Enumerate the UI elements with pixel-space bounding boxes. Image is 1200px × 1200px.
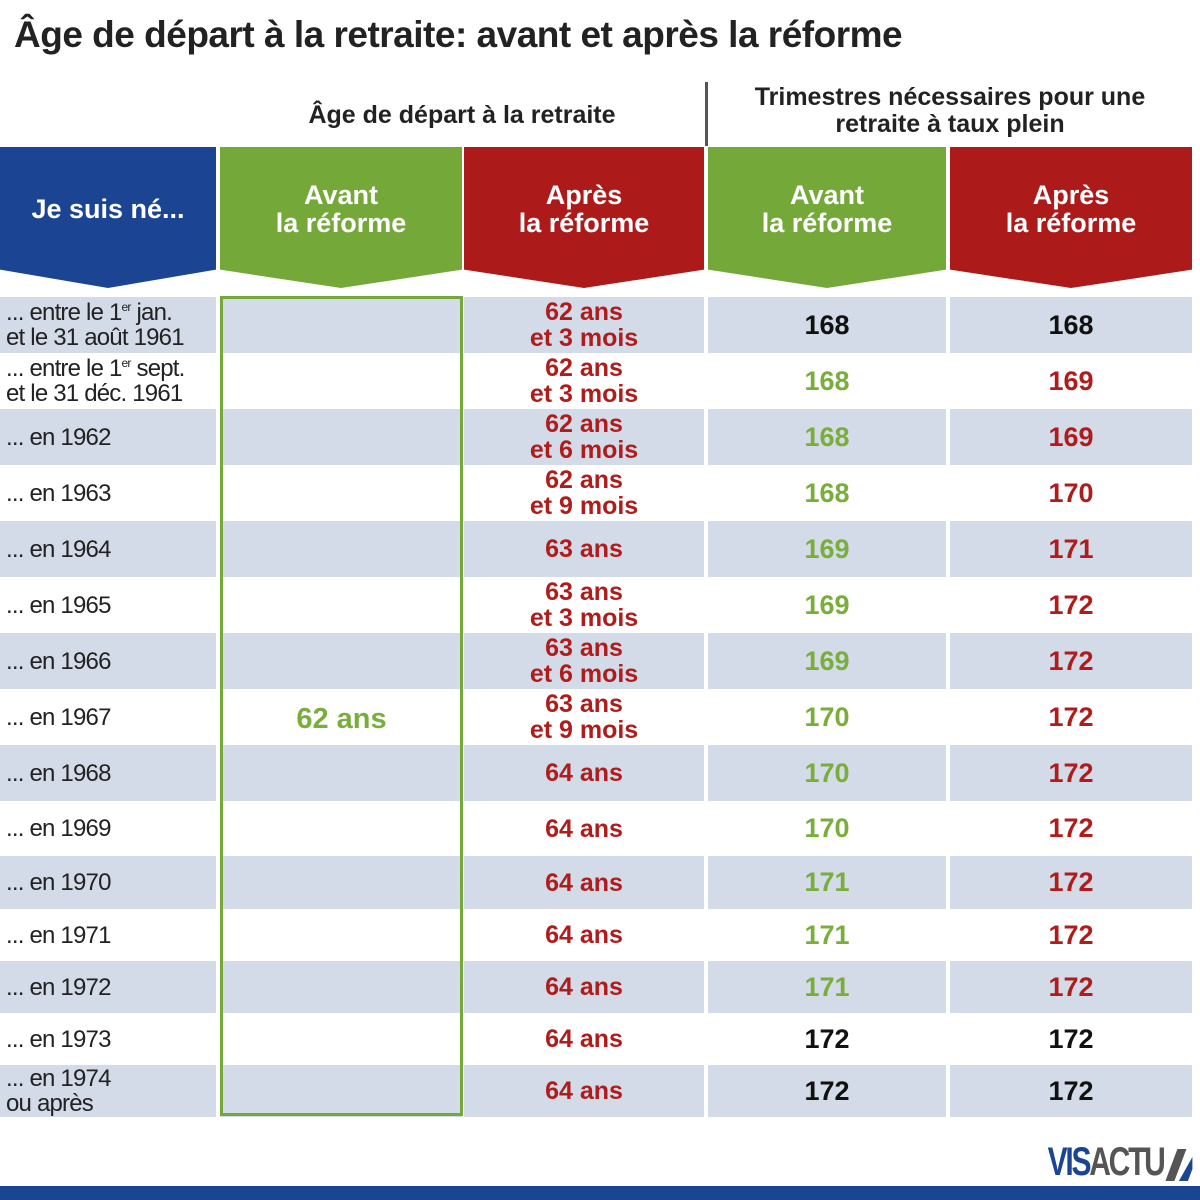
trimestres-before-cell: 168 (804, 477, 850, 508)
table-row: ... en 1963 62 ans et 9 mois 168 170 (0, 465, 1200, 521)
age-before-cell (220, 297, 462, 353)
table-row: ... en 1965 63 ans et 3 mois 169 172 (0, 577, 1200, 633)
trimestres-after-cell: 172 (1048, 813, 1094, 843)
trimestres-after-cell: 171 (950, 521, 1192, 577)
visactu-logo: VIS ACTU (1048, 1140, 1194, 1185)
age-after-cell: 63 ans et 9 mois (529, 690, 639, 744)
trimestres-before-cell: 169 (804, 589, 850, 620)
trimestres-after-cell: 172 (1048, 701, 1094, 732)
born-cell: ... en 1974 ou après (0, 1065, 216, 1117)
age-after-cell: 62 ans et 3 mois (529, 354, 639, 408)
trimestres-before-cell: 169 (708, 521, 946, 577)
born-cell: ... en 1965 (6, 591, 111, 619)
age-before-cell (220, 745, 462, 801)
age-after-cell: 64 ans (464, 745, 704, 801)
trimestres-after-cell: 172 (950, 856, 1192, 909)
born-cell: ... en 1963 (6, 479, 111, 507)
trimestres-before-cell: 170 (708, 745, 946, 801)
trimestres-after-cell: 168 (950, 297, 1192, 353)
age-after-cell: 63 ans et 6 mois (464, 633, 704, 689)
table-row: ... en 1968 64 ans 170 172 (0, 745, 1200, 801)
group-header-age: Âge de départ à la retraite (308, 101, 616, 129)
table-row: ... en 1962 62 ans et 6 mois 168 169 (0, 409, 1200, 465)
table-row: ... entre le 1er sept. et le 31 déc. 196… (0, 353, 1200, 409)
born-cell: ... en 1962 (0, 409, 216, 465)
born-cell: ... en 1972 (0, 961, 216, 1013)
age-after-cell: 64 ans (464, 1065, 704, 1117)
born-cell: ... en 1964 (0, 521, 216, 577)
trimestres-after-cell: 169 (950, 409, 1192, 465)
age-before-cell (220, 521, 462, 577)
table-row: ... en 1972 64 ans 171 172 (0, 961, 1200, 1013)
born-cell: ... en 1970 (0, 856, 216, 909)
table-row: ... en 1967 63 ans et 9 mois 170 172 (0, 689, 1200, 745)
born-cell: ... en 1968 (0, 745, 216, 801)
age-before-cell (220, 961, 462, 1013)
header-trimestres-after: Après la réforme (950, 147, 1192, 288)
trimestres-before-cell: 170 (804, 701, 850, 732)
trimestres-after-cell: 172 (950, 1065, 1192, 1117)
header-age-after: Après la réforme (464, 147, 704, 288)
age-after-cell: 64 ans (545, 814, 623, 843)
age-before-merged-cell: 62 ans (220, 296, 463, 1116)
trimestres-before-cell: 168 (708, 409, 946, 465)
footer-bar (0, 1186, 1200, 1200)
table-row: ... en 1964 63 ans 169 171 (0, 521, 1200, 577)
trimestres-after-cell: 172 (950, 961, 1192, 1013)
trimestres-before-cell: 168 (804, 365, 850, 396)
table-row: ... en 1966 63 ans et 6 mois 169 172 (0, 633, 1200, 689)
age-after-cell: 63 ans et 3 mois (529, 578, 639, 632)
born-cell: ... en 1966 (0, 633, 216, 689)
table-row: ... en 1971 64 ans 171 172 (0, 909, 1200, 961)
age-after-cell: 62 ans et 9 mois (529, 466, 639, 520)
trimestres-before-cell: 172 (804, 1023, 850, 1054)
trimestres-before-cell: 171 (804, 919, 850, 950)
age-after-cell: 64 ans (464, 961, 704, 1013)
header-trimestres-before: Avant la réforme (708, 147, 946, 288)
group-divider (705, 82, 708, 146)
trimestres-before-cell: 171 (708, 856, 946, 909)
trimestres-after-cell: 170 (1048, 477, 1094, 508)
age-before-cell (220, 409, 462, 465)
trimestres-after-cell: 172 (1048, 919, 1094, 950)
table-row: ... en 1974 ou après 64 ans 172 172 (0, 1065, 1200, 1117)
table-row: ... en 1970 64 ans 171 172 (0, 856, 1200, 909)
group-header-trimestres: Trimestres nécessaires pour une retraite… (754, 83, 1146, 138)
table-row: ... en 1973 64 ans 172 172 (0, 1013, 1200, 1065)
age-before-cell (220, 856, 462, 909)
age-after-cell: 62 ans et 6 mois (464, 409, 704, 465)
age-after-cell: 63 ans (464, 521, 704, 577)
age-after-cell: 64 ans (464, 856, 704, 909)
trimestres-after-cell: 172 (950, 633, 1192, 689)
trimestres-after-cell: 172 (1048, 1023, 1094, 1054)
trimestres-after-cell: 172 (1048, 589, 1094, 620)
born-cell: ... entre le 1er jan. et le 31 août 1961 (0, 297, 216, 353)
born-cell: ... en 1969 (6, 815, 111, 842)
logo-mark-icon (1165, 1148, 1193, 1181)
header-age-before: Avant la réforme (220, 147, 462, 288)
age-after-cell: 64 ans (545, 1025, 623, 1053)
trimestres-after-cell: 169 (1048, 365, 1094, 396)
trimestres-before-cell: 172 (708, 1065, 946, 1117)
born-cell: ... entre le 1er sept. et le 31 déc. 196… (6, 355, 185, 407)
age-after-cell: 64 ans (545, 921, 623, 949)
born-cell: ... en 1971 (6, 921, 111, 949)
trimestres-before-cell: 168 (708, 297, 946, 353)
table-row: ... entre le 1er jan. et le 31 août 1961… (0, 297, 1200, 353)
trimestres-before-cell: 171 (708, 961, 946, 1013)
age-after-cell: 62 ans et 3 mois (464, 297, 704, 353)
trimestres-before-cell: 170 (804, 813, 850, 843)
logo-part-2: ACTU (1089, 1140, 1167, 1184)
age-before-cell (220, 633, 462, 689)
age-before-cell (220, 1065, 462, 1117)
trimestres-before-cell: 169 (708, 633, 946, 689)
trimestres-after-cell: 172 (950, 745, 1192, 801)
header-born: Je suis né... (0, 147, 216, 288)
page-title: Âge de départ à la retraite: avant et ap… (14, 14, 903, 55)
born-cell: ... en 1967 (6, 703, 111, 731)
logo-part-1: VIS (1048, 1140, 1092, 1184)
born-cell: ... en 1973 (6, 1025, 111, 1053)
table-row: ... en 1969 64 ans 170 172 (0, 801, 1200, 856)
